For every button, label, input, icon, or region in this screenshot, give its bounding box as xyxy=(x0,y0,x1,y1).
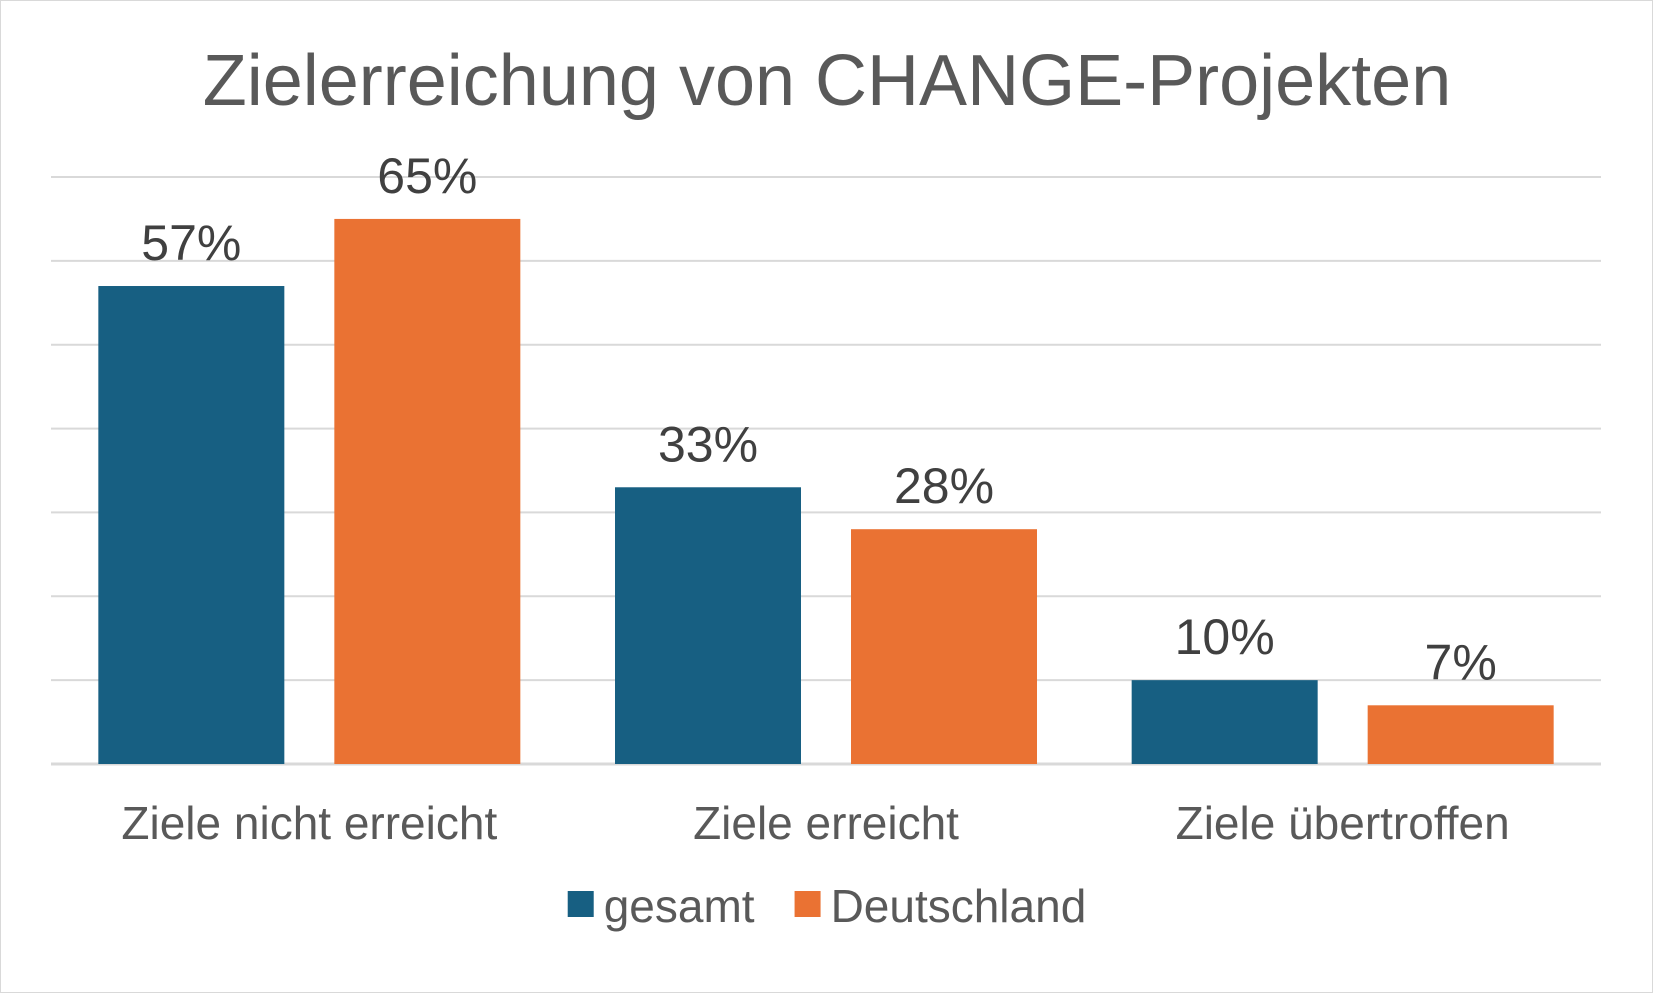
gridlines xyxy=(51,176,1601,766)
data-label: 33% xyxy=(658,416,758,472)
data-label: 28% xyxy=(894,458,994,514)
data-label: 57% xyxy=(141,215,241,271)
data-label: 10% xyxy=(1175,609,1275,665)
bar xyxy=(851,529,1037,764)
bar xyxy=(334,218,521,764)
legend: gesamt Deutschland xyxy=(567,880,1087,932)
category-label: Ziele nicht erreicht xyxy=(121,797,497,849)
bar xyxy=(615,487,801,764)
bar xyxy=(1131,680,1318,764)
bar xyxy=(1367,705,1554,764)
data-label: 7% xyxy=(1425,634,1497,690)
category-label: Ziele erreicht xyxy=(693,797,959,849)
category-label: Ziele übertroffen xyxy=(1176,797,1510,849)
legend-swatch xyxy=(567,891,594,917)
category-labels: Ziele nicht erreicht Ziele erreicht Ziele … xyxy=(121,797,1509,849)
data-label: 65% xyxy=(377,148,477,204)
bar xyxy=(98,286,285,764)
legend-label: Deutschland xyxy=(831,880,1087,932)
chart-title: Zielerreichung von CHANGE-Projekten xyxy=(203,41,1452,121)
data-labels: 57% 65% 33% 28% 10% 7% xyxy=(141,148,1497,690)
bars xyxy=(98,218,1554,764)
legend-label: gesamt xyxy=(604,880,755,932)
legend-swatch xyxy=(794,891,821,917)
